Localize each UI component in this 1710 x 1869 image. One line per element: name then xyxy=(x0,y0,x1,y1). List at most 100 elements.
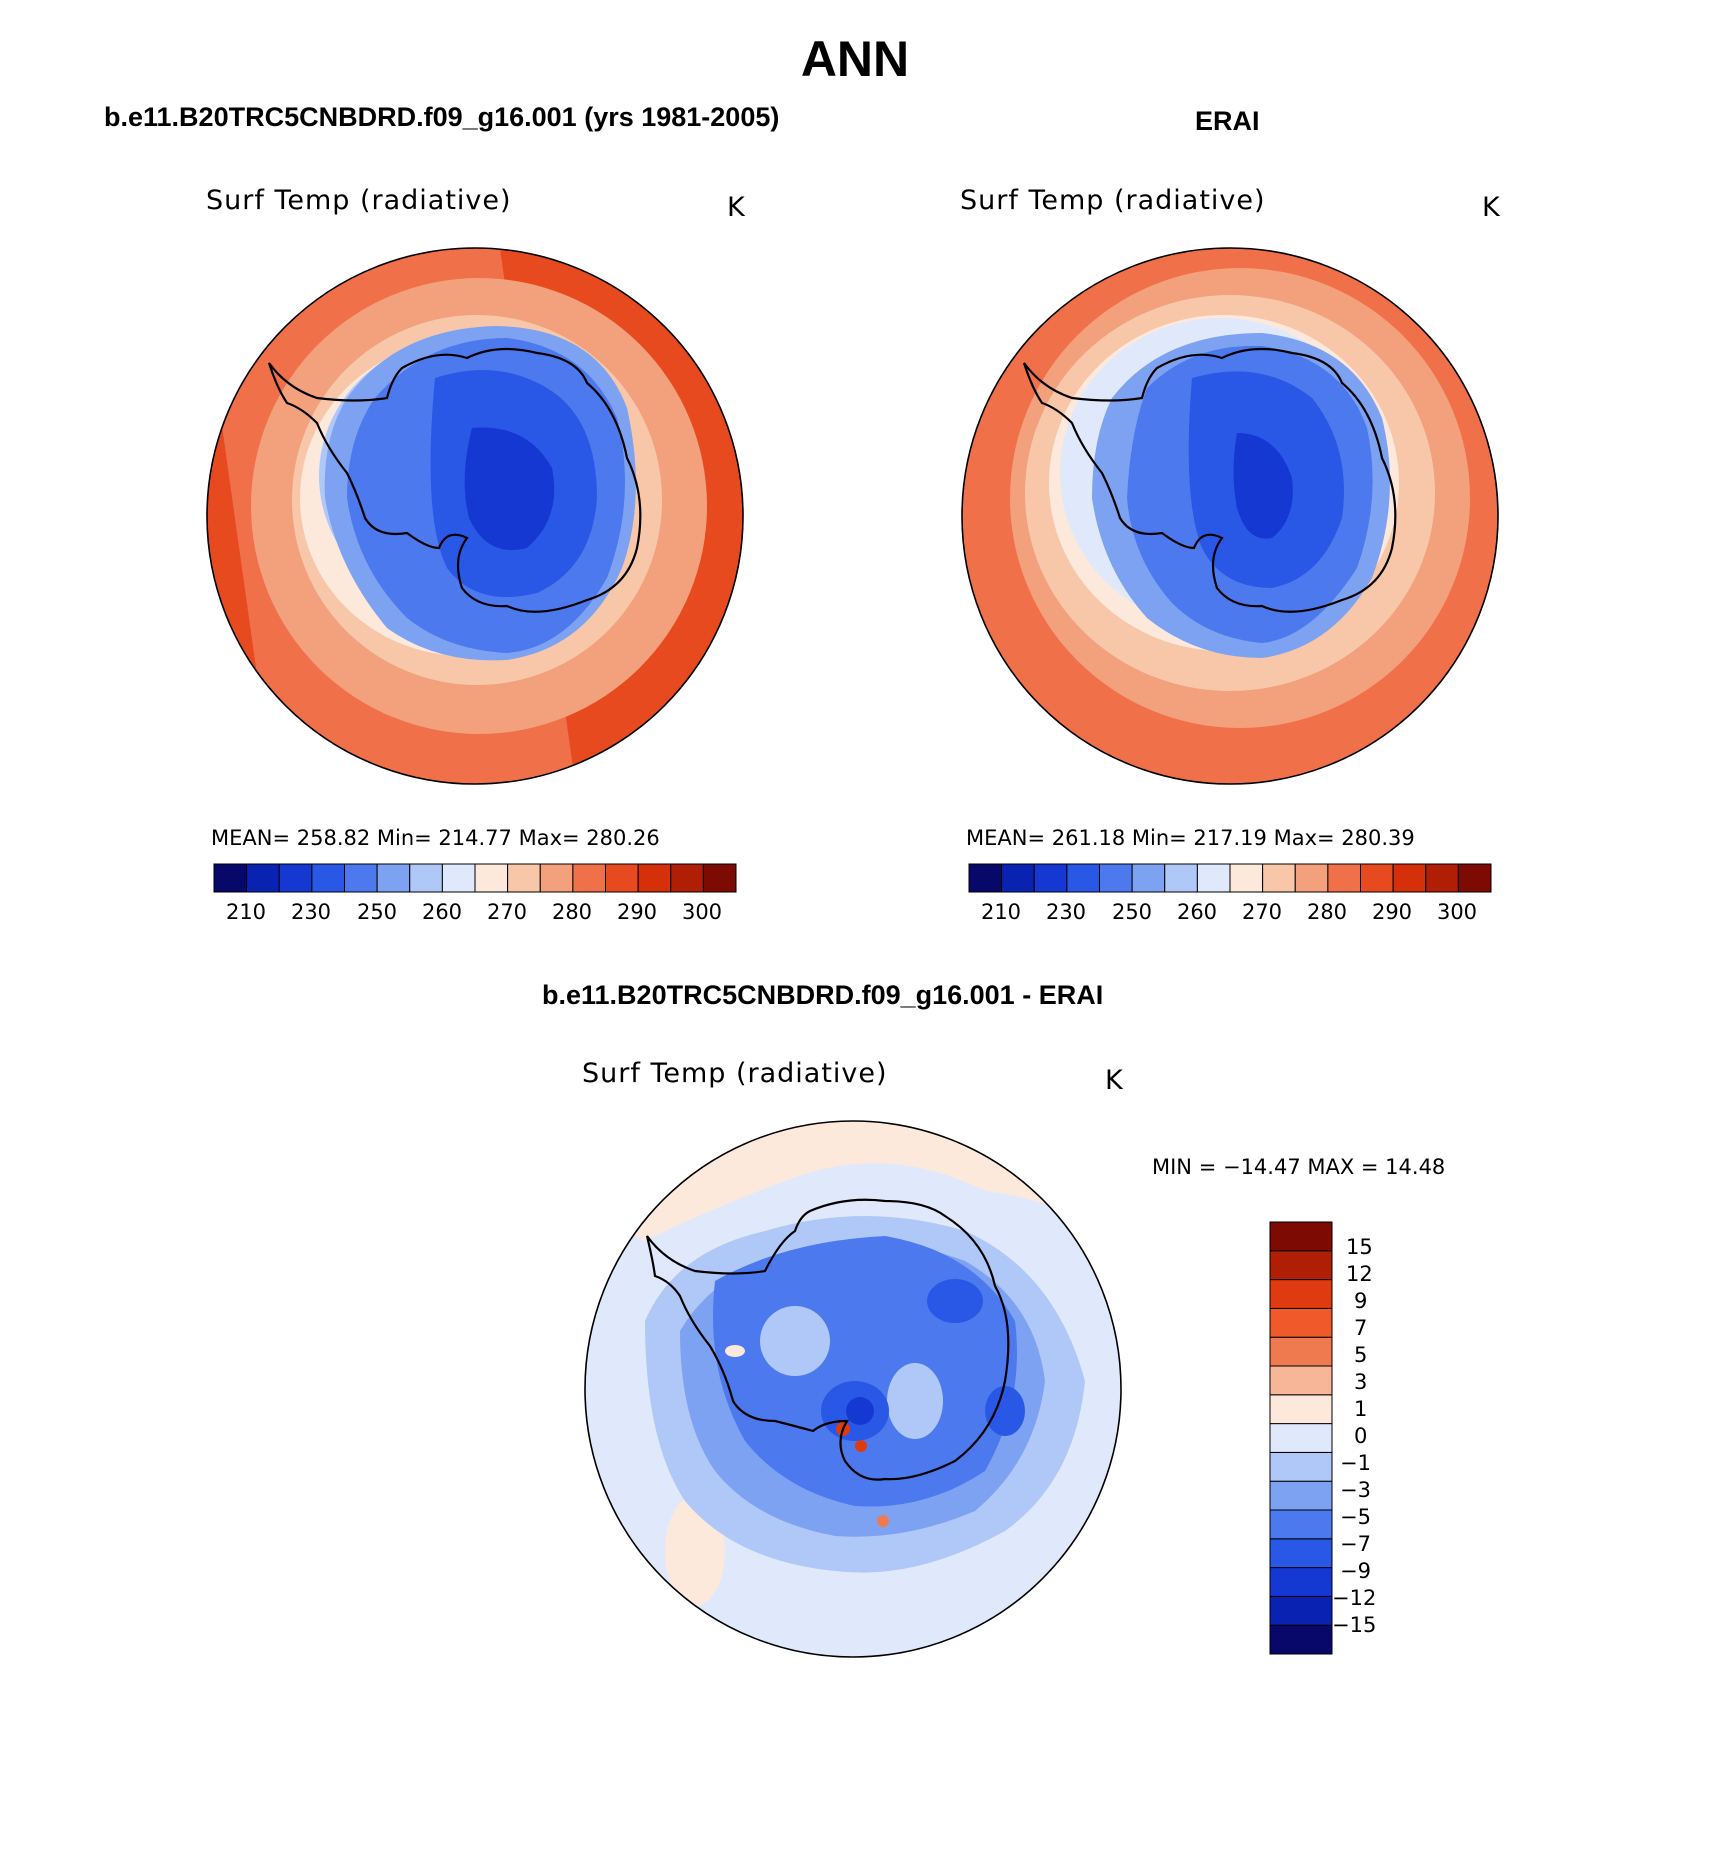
colorbar-swatch xyxy=(1269,1451,1333,1482)
panel-3-tick-12: −7 xyxy=(1340,1532,1371,1556)
colorbar-swatch xyxy=(1001,863,1035,893)
colorbar-swatch xyxy=(409,863,443,893)
panel-1-tick-7: 290 xyxy=(616,900,658,924)
panel-1-variable: Surf Temp (radiative) xyxy=(206,185,512,216)
colorbar-swatch xyxy=(344,863,378,893)
colorbar-swatch xyxy=(670,863,704,893)
panel-1-tick-3: 250 xyxy=(356,900,398,924)
panel-2-header: ERAI xyxy=(1195,106,1260,136)
colorbar-swatch xyxy=(1269,1365,1333,1396)
panel-3-variable: Surf Temp (radiative) xyxy=(582,1058,888,1089)
panel-3-tick-9: −1 xyxy=(1340,1451,1371,1475)
panel-1-colorbar-ticks: 210 230 250 260 270 280 290 300 xyxy=(214,900,736,930)
colorbar-swatch xyxy=(1269,1509,1333,1540)
colorbar-swatch xyxy=(1164,863,1198,893)
colorbar-swatch xyxy=(1066,863,1100,893)
panel-1-map xyxy=(206,247,744,785)
panel-2-tick-2: 230 xyxy=(1045,900,1087,924)
colorbar-swatch xyxy=(1269,1480,1333,1511)
panel-2-stats: MEAN= 261.18 Min= 217.19 Max= 280.39 xyxy=(966,826,1415,850)
panel-3-colorbar-ticks: 15 12 9 7 5 3 1 0 −1 −3 −5 −7 −9 −12 −15 xyxy=(1332,1235,1410,1637)
panel-3-tick-10: −3 xyxy=(1340,1478,1371,1502)
colorbar-swatch xyxy=(1196,863,1231,893)
panel-1-tick-6: 280 xyxy=(551,900,593,924)
panel-2-variable: Surf Temp (radiative) xyxy=(960,185,1266,216)
panel-3-tick-11: −5 xyxy=(1340,1505,1371,1529)
colorbar-swatch xyxy=(702,863,737,893)
panel-2-colorbar-ticks: 210 230 250 260 270 280 290 300 xyxy=(969,900,1491,930)
colorbar-swatch xyxy=(1269,1307,1333,1338)
panel-3-tick-5: 5 xyxy=(1354,1343,1368,1367)
colorbar-swatch xyxy=(572,863,606,893)
colorbar-swatch xyxy=(1269,1221,1333,1252)
panel-3-tick-15: −15 xyxy=(1332,1613,1377,1637)
colorbar-swatch xyxy=(1392,863,1427,893)
colorbar-swatch xyxy=(507,863,541,893)
colorbar-swatch xyxy=(474,863,509,893)
panel-2-colorbar xyxy=(968,863,1492,893)
panel-3-tick-4: 7 xyxy=(1354,1316,1368,1340)
panel-2-tick-8: 300 xyxy=(1436,900,1478,924)
page-title: ANN xyxy=(800,31,910,87)
colorbar-swatch xyxy=(1269,1279,1333,1309)
colorbar-swatch xyxy=(1269,1423,1333,1453)
colorbar-swatch xyxy=(1269,1394,1333,1425)
panel-3-tick-13: −9 xyxy=(1340,1559,1371,1583)
panel-3-tick-6: 3 xyxy=(1354,1370,1368,1394)
colorbar-swatch xyxy=(1269,1624,1333,1655)
panel-3-tick-8: 0 xyxy=(1354,1424,1368,1448)
panel-3-colorbar xyxy=(1269,1221,1333,1655)
panel-3-tick-7: 1 xyxy=(1354,1397,1368,1421)
colorbar-swatch xyxy=(1033,863,1068,893)
colorbar-swatch xyxy=(1262,863,1296,893)
panel-3-tick-2: 12 xyxy=(1346,1262,1373,1286)
colorbar-swatch xyxy=(1269,1250,1333,1281)
panel-3-stats: MIN = −14.47 MAX = 14.48 xyxy=(1152,1155,1446,1179)
panel-2-map xyxy=(961,247,1499,785)
panel-3-map xyxy=(584,1120,1122,1658)
colorbar-swatch xyxy=(1131,863,1166,893)
colorbar-swatch xyxy=(605,863,639,893)
panel-2-units: K xyxy=(1482,192,1501,223)
colorbar-swatch xyxy=(311,863,345,893)
colorbar-swatch xyxy=(278,863,313,893)
panel-2-tick-4: 260 xyxy=(1176,900,1218,924)
panel-1-stats: MEAN= 258.82 Min= 214.77 Max= 280.26 xyxy=(211,826,660,850)
panel-1-colorbar xyxy=(213,863,737,893)
colorbar-swatch xyxy=(1294,863,1329,893)
colorbar-swatch xyxy=(376,863,411,893)
panel-2-tick-6: 280 xyxy=(1306,900,1348,924)
colorbar-swatch xyxy=(1269,1567,1333,1597)
colorbar-swatch xyxy=(1269,1336,1333,1367)
panel-1-tick-4: 260 xyxy=(421,900,463,924)
colorbar-swatch xyxy=(1457,863,1492,893)
colorbar-swatch xyxy=(1269,1595,1333,1626)
panel-1-units: K xyxy=(727,192,746,223)
colorbar-swatch xyxy=(1327,863,1361,893)
colorbar-swatch xyxy=(1425,863,1459,893)
colorbar-swatch xyxy=(246,863,280,893)
colorbar-swatch xyxy=(1269,1538,1333,1569)
panel-3-header: b.e11.B20TRC5CNBDRD.f09_g16.001 - ERAI xyxy=(542,980,1104,1010)
panel-1-tick-2: 230 xyxy=(290,900,332,924)
colorbar-swatch xyxy=(213,863,248,893)
panel-2-tick-7: 290 xyxy=(1371,900,1413,924)
panel-2-tick-1: 210 xyxy=(980,900,1022,924)
colorbar-swatch xyxy=(1099,863,1133,893)
panel-2-tick-3: 250 xyxy=(1111,900,1153,924)
panel-2-tick-5: 270 xyxy=(1241,900,1283,924)
colorbar-swatch xyxy=(637,863,672,893)
colorbar-swatch xyxy=(968,863,1003,893)
panel-1-tick-1: 210 xyxy=(225,900,267,924)
colorbar-swatch xyxy=(1360,863,1394,893)
panel-3-tick-1: 15 xyxy=(1346,1235,1373,1259)
panel-3-tick-14: −12 xyxy=(1332,1586,1377,1610)
panel-3-units: K xyxy=(1105,1065,1124,1096)
colorbar-swatch xyxy=(1229,863,1264,893)
panel-1-tick-8: 300 xyxy=(681,900,723,924)
colorbar-swatch xyxy=(539,863,574,893)
panel-3-tick-3: 9 xyxy=(1354,1289,1368,1313)
panel-1-tick-5: 270 xyxy=(486,900,528,924)
panel-1-header: b.e11.B20TRC5CNBDRD.f09_g16.001 (yrs 198… xyxy=(104,102,780,132)
colorbar-swatch xyxy=(441,863,476,893)
